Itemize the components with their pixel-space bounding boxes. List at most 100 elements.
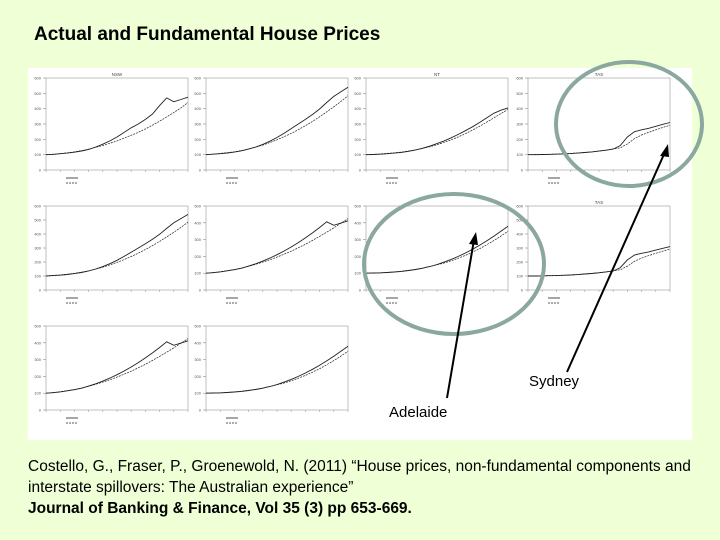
y-tick-label: 100: [354, 152, 361, 157]
y-tick-label: 400: [34, 232, 41, 237]
series-line-1: [205, 345, 349, 394]
y-tick-label: 0: [199, 168, 202, 173]
y-tick-label: 400: [34, 106, 41, 111]
series-line-2: [205, 218, 349, 274]
chart-panel-data-6: 0 100 200 300 400 500: [194, 324, 349, 424]
y-tick-label: 300: [194, 357, 201, 362]
y-tick-label: 300: [194, 122, 201, 127]
plot-frame: [205, 205, 349, 291]
y-tick-label: 200: [194, 254, 201, 259]
panel-label: TAS: [595, 200, 603, 205]
series-line-1: [365, 225, 509, 274]
series-line-1: [45, 96, 189, 156]
y-tick-label: 0: [521, 288, 524, 293]
charts-svg: 0 100 200 300 400 500 600 NSW 0 100 200 300 400 500 60…: [34, 72, 671, 424]
y-tick-label: 400: [516, 106, 523, 111]
y-tick-label: 200: [516, 260, 523, 265]
plot-frame: [365, 77, 509, 171]
y-tick-label: 500: [194, 204, 201, 209]
label-adelaide: Adelaide: [389, 404, 448, 421]
y-tick-label: 500: [34, 218, 41, 223]
y-tick-label: 100: [354, 271, 361, 276]
y-tick-label: 200: [34, 137, 41, 142]
y-tick-label: 600: [34, 76, 41, 81]
y-tick-label: 300: [34, 122, 41, 127]
y-tick-label: 400: [194, 340, 201, 345]
plot-frame: [365, 205, 509, 291]
y-tick-label: 300: [34, 246, 41, 251]
y-tick-label: 100: [516, 152, 523, 157]
series-line-2: [45, 102, 189, 156]
y-tick-label: 100: [34, 274, 41, 279]
series-line-2: [527, 124, 671, 156]
series-line-2: [365, 230, 509, 274]
series-line-2: [205, 350, 349, 394]
chart-figure: 0 100 200 300 400 500 600 NSW 0 100 200 300 400 500 60…: [28, 68, 692, 440]
y-tick-label: 300: [516, 122, 523, 127]
chart-panel-data-4: 0 100 200 300 400 500 600 TAS: [516, 72, 671, 184]
citation-journal: Journal of Banking & Finance, Vol 35 (3)…: [28, 500, 412, 517]
panel-label: NT: [434, 72, 440, 77]
y-tick-label: 200: [354, 254, 361, 259]
label-sydney: Sydney: [529, 373, 580, 390]
y-tick-label: 600: [516, 204, 523, 209]
plot-frame: [45, 325, 189, 411]
y-tick-label: 500: [194, 324, 201, 329]
y-tick-label: 400: [194, 106, 201, 111]
y-tick-label: 500: [516, 91, 523, 96]
chart-panel-extra-3: 0 100 200 300 400 500: [354, 204, 509, 304]
y-tick-label: 200: [516, 137, 523, 142]
series-line-1: [45, 340, 189, 394]
slide-title: Actual and Fundamental House Prices: [34, 24, 381, 45]
y-tick-label: 100: [516, 274, 523, 279]
series-line-1: [205, 220, 349, 274]
panel-label: TAS: [595, 72, 603, 77]
y-tick-label: 0: [39, 168, 42, 173]
series-line-1: [528, 122, 671, 156]
plot-frame: [45, 77, 189, 171]
y-tick-label: 0: [359, 168, 362, 173]
y-tick-label: 0: [39, 288, 42, 293]
y-tick-label: 500: [354, 91, 361, 96]
y-tick-label: 200: [194, 137, 201, 142]
y-tick-label: 600: [354, 76, 361, 81]
series-line-1: [205, 86, 349, 156]
series-line-1: [365, 107, 509, 156]
plot-frame: [527, 77, 671, 171]
y-tick-label: 600: [516, 76, 523, 81]
series-line-2: [365, 109, 509, 156]
y-tick-label: 300: [34, 357, 41, 362]
plot-frame: [205, 325, 349, 411]
chart-panel-data-2: 0 100 200 300 400 500 600: [194, 76, 349, 184]
y-tick-label: 500: [516, 218, 523, 223]
series-line-2: [527, 248, 671, 277]
y-tick-label: 200: [34, 374, 41, 379]
y-tick-label: 500: [34, 324, 41, 329]
plot-frame: [45, 205, 189, 291]
citation-text: Costello, G., Fraser, P., Groenewold, N.…: [28, 458, 691, 496]
chart-panel-data-1: 0 100 200 300 400 500 600 NSW: [34, 72, 189, 184]
y-tick-label: 300: [516, 246, 523, 251]
y-tick-label: 600: [194, 76, 201, 81]
y-tick-label: 400: [354, 106, 361, 111]
y-tick-label: 500: [194, 91, 201, 96]
chart-panel-extra-2: 0 100 200 300 400 500: [194, 204, 349, 304]
plot-frame: [527, 205, 671, 291]
y-tick-label: 300: [354, 237, 361, 242]
y-tick-label: 100: [194, 271, 201, 276]
y-tick-label: 0: [359, 288, 362, 293]
y-tick-label: 400: [354, 220, 361, 225]
y-tick-label: 400: [194, 220, 201, 225]
y-tick-label: 200: [354, 137, 361, 142]
y-tick-label: 0: [199, 288, 202, 293]
chart-panel-extra-1: 0 100 200 300 400 500 600: [34, 204, 189, 304]
y-tick-label: 500: [34, 91, 41, 96]
y-tick-label: 400: [34, 340, 41, 345]
y-tick-label: 100: [194, 391, 201, 396]
chart-panel-data-5: 0 100 200 300 400 500: [34, 324, 189, 424]
chart-panel-extra-4: 0 100 200 300 400 500 600 TAS: [516, 200, 671, 304]
citation: Costello, G., Fraser, P., Groenewold, N.…: [28, 456, 700, 519]
y-tick-label: 100: [34, 152, 41, 157]
series-line-1: [45, 214, 189, 277]
plot-frame: [205, 77, 349, 171]
